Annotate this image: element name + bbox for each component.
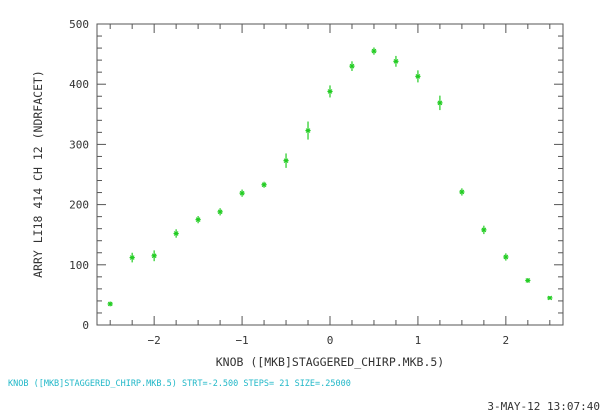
data-point [415, 70, 421, 83]
data-point [371, 47, 377, 55]
x-tick-label: 2 [503, 334, 510, 347]
y-axis-title: ARRY LI18 414 CH 12 (NDRFACET) [31, 70, 45, 278]
marker-d2 [217, 209, 223, 215]
marker-d2 [481, 227, 487, 233]
data-point [305, 121, 311, 140]
marker-d2 [107, 301, 113, 307]
marker-d2 [371, 48, 377, 54]
data-point [547, 295, 553, 301]
data-points [107, 47, 553, 307]
axis-tick-labels: −2 −1 0 1 2 0 100 200 300 400 500 [69, 18, 509, 347]
marker-d2 [173, 231, 179, 236]
data-point [283, 153, 289, 168]
marker-d2 [503, 254, 509, 260]
x-tick-label: −1 [235, 334, 248, 347]
marker-d2 [261, 182, 267, 188]
plot-frame [96, 23, 564, 326]
y-tick-label: 100 [69, 259, 89, 272]
marker-d2 [195, 217, 201, 222]
x-tick-label: −2 [148, 334, 161, 347]
scan-parameters: KNOB ([MKB]STAGGERED_CHIRP.MKB.5) STRT=-… [8, 379, 351, 389]
data-point [437, 95, 443, 111]
marker-d2 [437, 100, 443, 106]
data-point [261, 181, 267, 188]
marker-d2 [283, 158, 289, 163]
marker-d2 [547, 295, 553, 301]
x-tick-label: 1 [415, 334, 422, 347]
marker-d2 [305, 128, 311, 133]
data-point [459, 188, 465, 196]
data-point [349, 61, 355, 71]
data-point [393, 55, 399, 67]
data-point [151, 250, 157, 262]
data-point [481, 225, 487, 235]
y-tick-label: 500 [69, 18, 89, 31]
data-point [107, 301, 113, 307]
marker-d2 [415, 74, 421, 79]
data-point [173, 229, 179, 238]
marker-d2 [151, 253, 157, 259]
x-axis-title: KNOB ([MKB]STAGGERED_CHIRP.MKB.5) [216, 355, 444, 369]
data-point [129, 252, 135, 263]
y-tick-label: 200 [69, 199, 89, 212]
y-tick-label: 400 [69, 78, 89, 91]
data-point [327, 85, 333, 98]
marker-d2 [327, 89, 333, 94]
y-tick-label: 0 [82, 319, 89, 332]
axis-ticks [97, 23, 563, 326]
timestamp: 3-MAY-12 13:07:40 [487, 400, 600, 413]
marker-d2 [393, 58, 399, 64]
y-tick-label: 300 [69, 138, 89, 151]
data-point [195, 216, 201, 224]
marker-d2 [459, 189, 465, 195]
data-point [503, 253, 509, 261]
marker-d2 [525, 278, 531, 283]
data-point [217, 208, 223, 216]
data-point [525, 278, 531, 283]
marker-d2 [349, 63, 355, 69]
marker-d2 [239, 190, 245, 196]
x-tick-label: 0 [327, 334, 334, 347]
data-point [239, 189, 245, 197]
marker-d2 [129, 255, 135, 260]
